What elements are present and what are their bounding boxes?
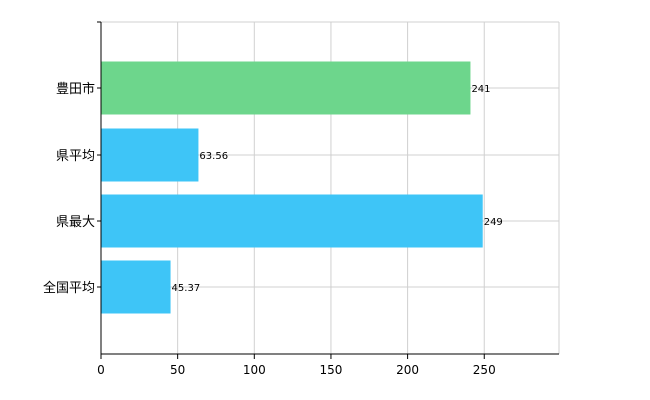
x-tick-label: 200 [396, 363, 419, 377]
axes [97, 21, 559, 359]
bar-3 [101, 260, 171, 314]
data-label: 241 [471, 84, 490, 95]
category-label: 全国平均 [43, 280, 95, 296]
bar-2 [101, 194, 483, 248]
bar-1 [101, 128, 199, 182]
bar-0 [101, 61, 471, 115]
category-label: 豊田市 [56, 81, 95, 97]
data-label: 45.37 [172, 283, 201, 294]
bars [101, 61, 483, 314]
x-tick-label: 100 [243, 363, 266, 377]
category-label: 県最大 [56, 215, 95, 230]
data-label: 63.56 [199, 151, 228, 162]
x-tick-label: 150 [319, 363, 342, 377]
category-label: 県平均 [56, 149, 95, 164]
x-tick-label: 250 [473, 363, 496, 377]
x-tick-label: 0 [97, 363, 105, 377]
data-label: 249 [484, 217, 503, 228]
x-tick-label: 50 [170, 363, 185, 377]
